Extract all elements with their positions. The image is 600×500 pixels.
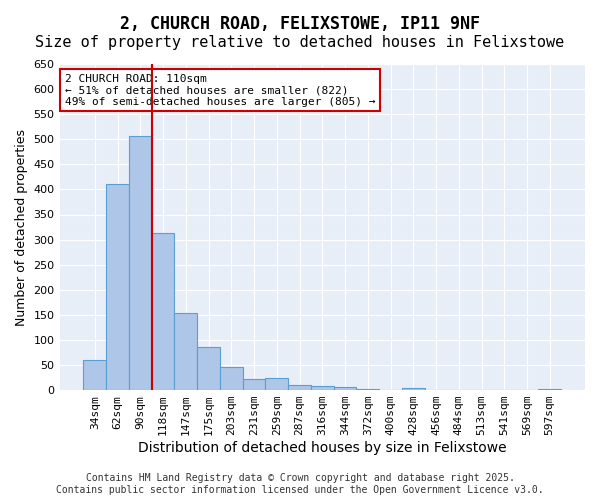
Bar xyxy=(83,360,106,390)
Bar xyxy=(402,388,425,390)
Bar xyxy=(265,378,288,390)
X-axis label: Distribution of detached houses by size in Felixstowe: Distribution of detached houses by size … xyxy=(138,441,506,455)
Bar xyxy=(311,386,334,390)
Bar xyxy=(242,378,265,390)
Text: 2 CHURCH ROAD: 110sqm
← 51% of detached houses are smaller (822)
49% of semi-det: 2 CHURCH ROAD: 110sqm ← 51% of detached … xyxy=(65,74,375,107)
Y-axis label: Number of detached properties: Number of detached properties xyxy=(15,128,28,326)
Text: 2, CHURCH ROAD, FELIXSTOWE, IP11 9NF: 2, CHURCH ROAD, FELIXSTOWE, IP11 9NF xyxy=(120,15,480,33)
Bar xyxy=(356,389,379,390)
Bar xyxy=(129,136,152,390)
Bar xyxy=(152,233,175,390)
Bar xyxy=(197,348,220,390)
Bar xyxy=(175,314,197,390)
Bar xyxy=(288,385,311,390)
Bar xyxy=(538,388,561,390)
Text: Contains HM Land Registry data © Crown copyright and database right 2025.
Contai: Contains HM Land Registry data © Crown c… xyxy=(56,474,544,495)
Bar xyxy=(106,184,129,390)
Text: Size of property relative to detached houses in Felixstowe: Size of property relative to detached ho… xyxy=(35,35,565,50)
Bar xyxy=(220,366,242,390)
Bar xyxy=(334,387,356,390)
